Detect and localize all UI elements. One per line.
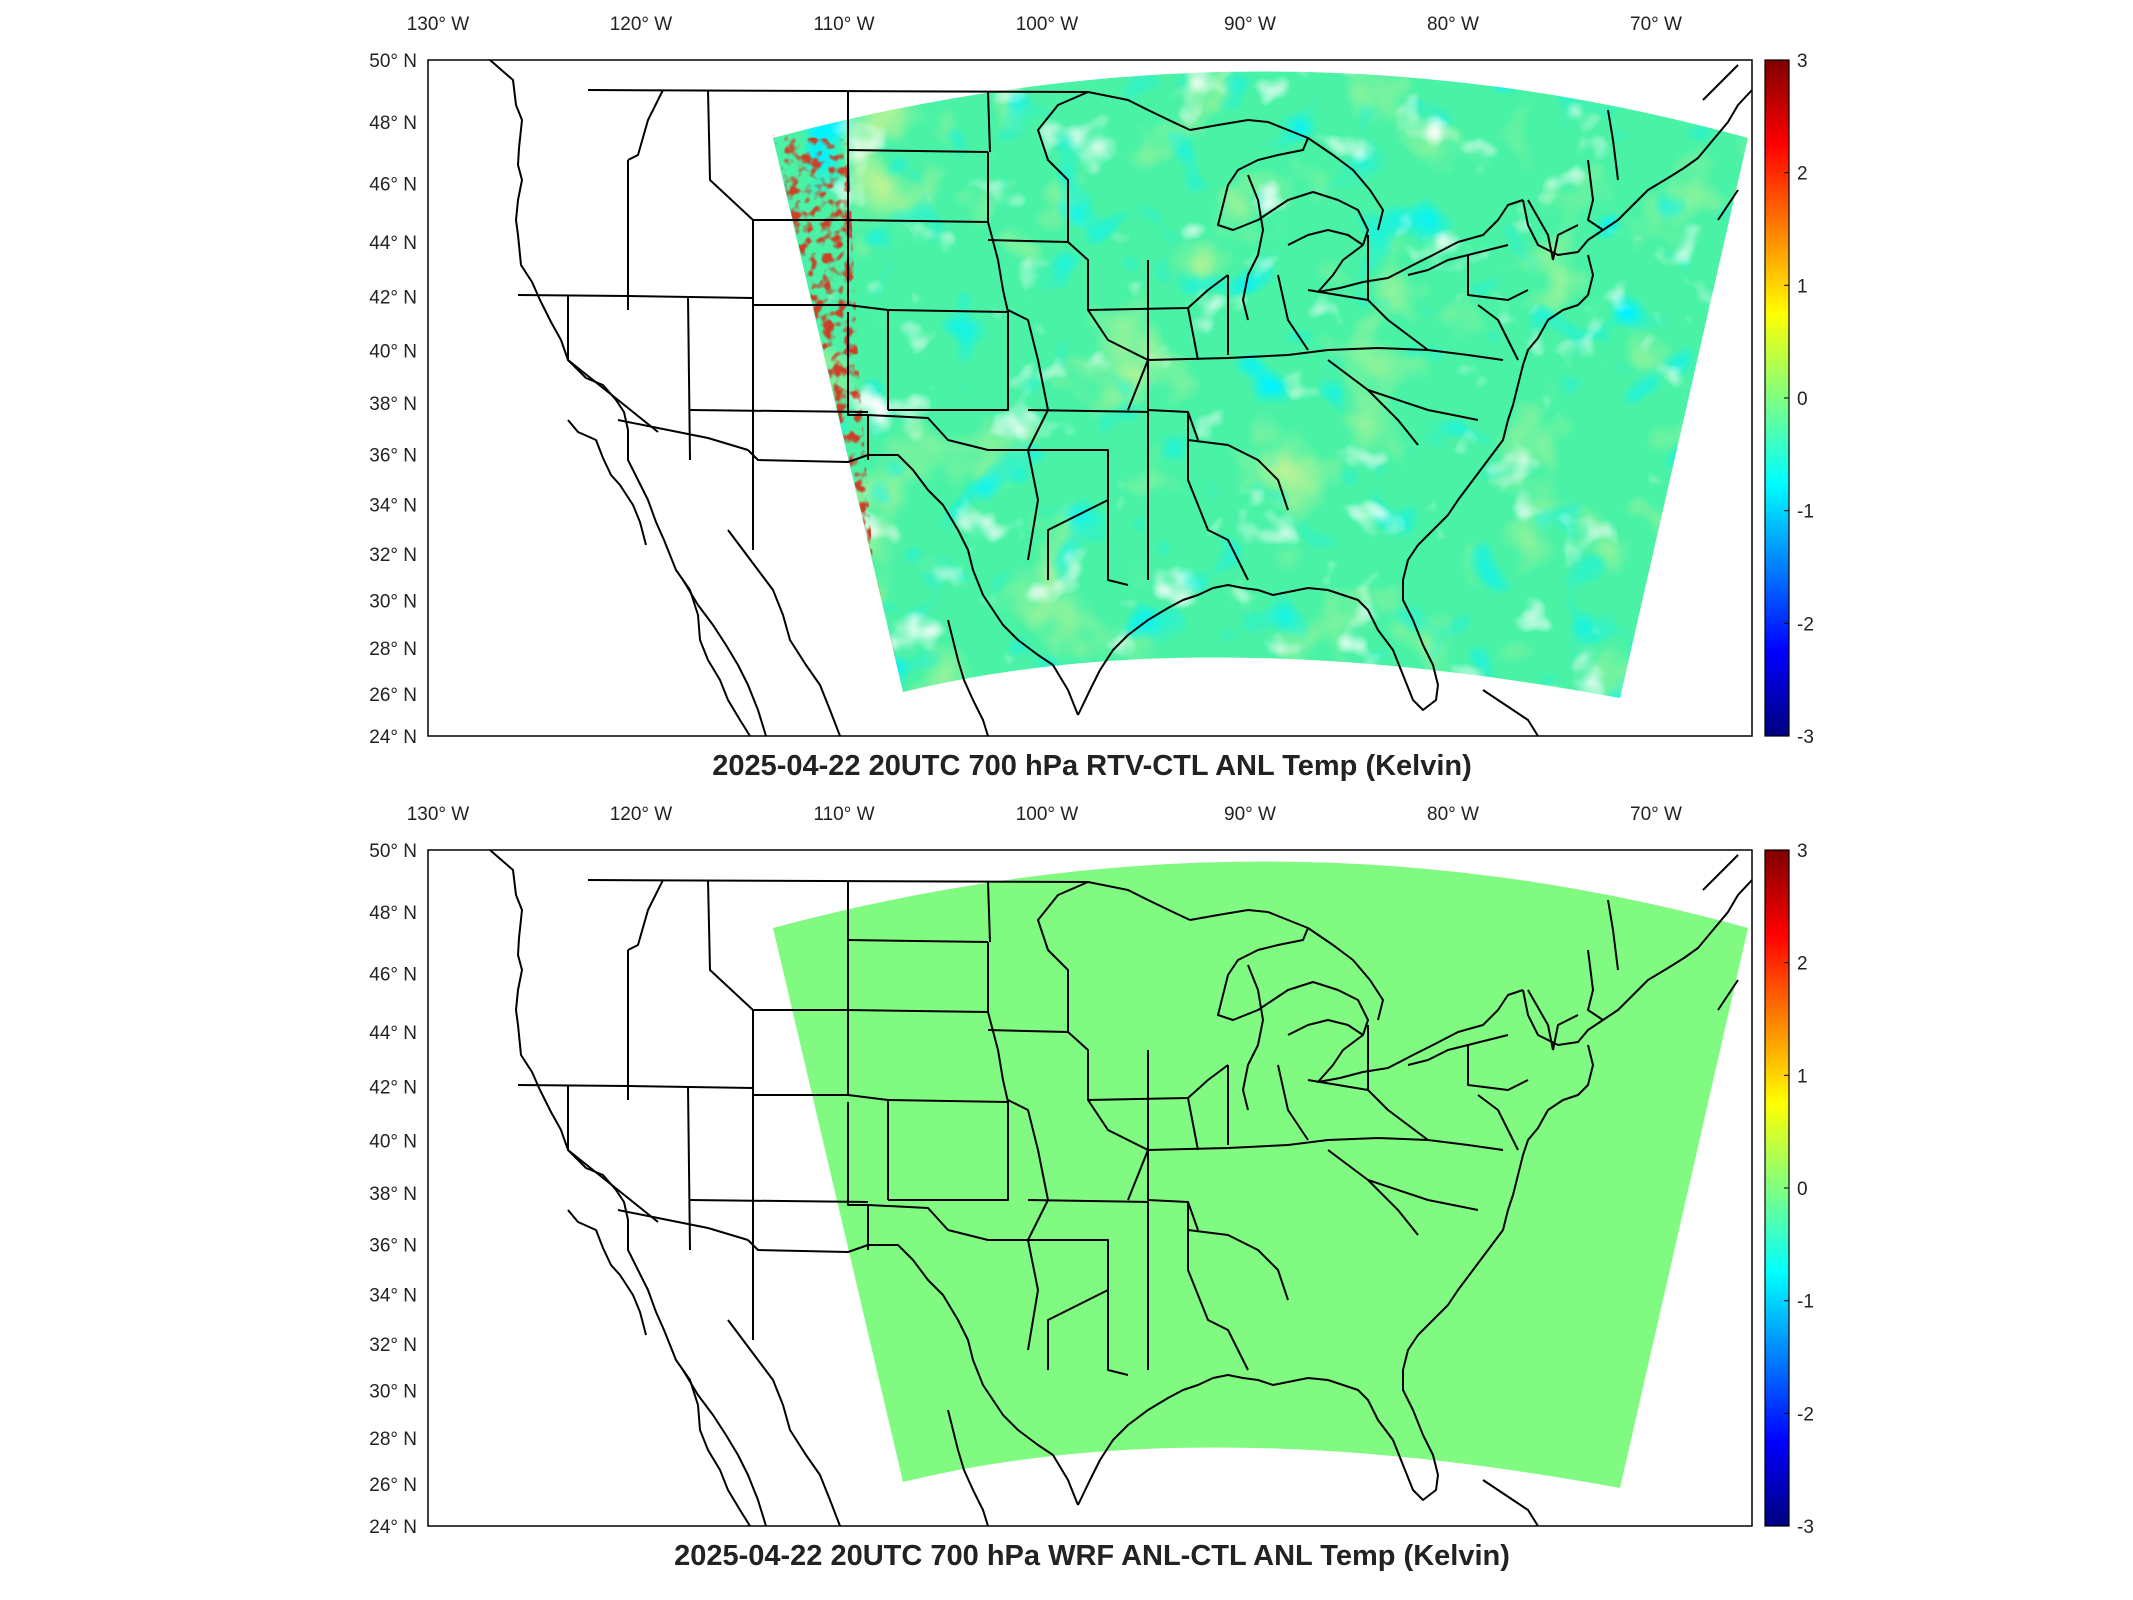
lat-tick-label: 46° N xyxy=(369,174,417,195)
panel-title: 2025-04-22 20UTC 700 hPa WRF ANL-CTL ANL… xyxy=(674,1540,1510,1572)
lat-tick-label: 26° N xyxy=(369,685,417,706)
lat-tick-label: 50° N xyxy=(369,841,417,862)
lat-tick-label: 40° N xyxy=(369,1131,417,1152)
lat-tick-label: 42° N xyxy=(369,287,417,308)
lon-tick-label: 130° W xyxy=(407,14,470,35)
lon-tick-label: 120° W xyxy=(610,804,673,825)
lat-tick-label: 32° N xyxy=(369,545,417,566)
lat-tick-label: 42° N xyxy=(369,1077,417,1098)
lon-tick-label: 80° W xyxy=(1427,804,1479,825)
lon-tick-label: 70° W xyxy=(1630,14,1682,35)
map-panel-1: 130° W 120° W 110° W 100° W 90° W 80° W 70° W 5… xyxy=(369,14,1814,782)
lat-tick-label: 30° N xyxy=(369,1381,417,1402)
lat-tick-label: 48° N xyxy=(369,903,417,924)
colorbar-tick-label: 0 xyxy=(1797,389,1808,410)
lat-tick-label: 44° N xyxy=(369,1023,417,1044)
colorbar-tick-label: -3 xyxy=(1797,727,1814,748)
lat-tick-label: 34° N xyxy=(369,1285,417,1306)
lat-tick-label: 48° N xyxy=(369,113,417,134)
map-frame xyxy=(427,849,1753,1527)
lat-tick-label: 28° N xyxy=(369,639,417,660)
lon-tick-label: 80° W xyxy=(1427,14,1479,35)
colorbar-tick-label: -3 xyxy=(1797,1517,1814,1538)
lat-tick-label: 50° N xyxy=(369,51,417,72)
colorbar-tick-label: -1 xyxy=(1797,502,1814,523)
lat-tick-label: 38° N xyxy=(369,1184,417,1205)
map-frame xyxy=(427,59,1753,737)
lat-tick-label: 30° N xyxy=(369,591,417,612)
lat-tick-label: 34° N xyxy=(369,495,417,516)
lon-tick-label: 120° W xyxy=(610,14,673,35)
lat-tick-label: 24° N xyxy=(369,727,417,748)
lon-tick-label: 90° W xyxy=(1224,14,1276,35)
colorbar-tick-label: -1 xyxy=(1797,1292,1814,1313)
colorbar-tick-label: -2 xyxy=(1797,1404,1814,1425)
colorbar-tick-label: 2 xyxy=(1797,164,1808,185)
lat-tick-label: 36° N xyxy=(369,1235,417,1256)
analysis-field xyxy=(773,861,1748,1488)
lat-tick-label: 36° N xyxy=(369,445,417,466)
colorbar-tick-label: 1 xyxy=(1797,276,1808,297)
lat-tick-label: 32° N xyxy=(369,1335,417,1356)
lon-tick-label: 110° W xyxy=(813,804,874,825)
panel-title: 2025-04-22 20UTC 700 hPa RTV-CTL ANL Tem… xyxy=(712,750,1472,782)
colorbar-tick-label: 0 xyxy=(1797,1179,1808,1200)
lat-tick-label: 40° N xyxy=(369,341,417,362)
lon-tick-label: 110° W xyxy=(813,14,874,35)
lat-tick-label: 24° N xyxy=(369,1517,417,1538)
colorbar-tick-label: 3 xyxy=(1797,51,1808,72)
lon-tick-label: 100° W xyxy=(1016,14,1079,35)
lat-tick-label: 44° N xyxy=(369,233,417,254)
colorbar-tick-label: -2 xyxy=(1797,614,1814,635)
colorbar-tick-label: 1 xyxy=(1797,1066,1808,1087)
colorbar-tick-label: 2 xyxy=(1797,954,1808,975)
field-missing-data xyxy=(773,71,1748,698)
lon-tick-label: 130° W xyxy=(407,804,470,825)
lat-tick-label: 26° N xyxy=(369,1475,417,1496)
map-panel-2: 130° W 120° W 110° W 100° W 90° W 80° W 70° W 5… xyxy=(369,804,1814,1572)
colorbar-tick-label: 3 xyxy=(1797,841,1808,862)
lon-tick-label: 90° W xyxy=(1224,804,1276,825)
lon-tick-label: 70° W xyxy=(1630,804,1682,825)
lon-tick-label: 100° W xyxy=(1016,804,1079,825)
lat-tick-label: 46° N xyxy=(369,964,417,985)
lat-tick-label: 28° N xyxy=(369,1429,417,1450)
lat-tick-label: 38° N xyxy=(369,394,417,415)
